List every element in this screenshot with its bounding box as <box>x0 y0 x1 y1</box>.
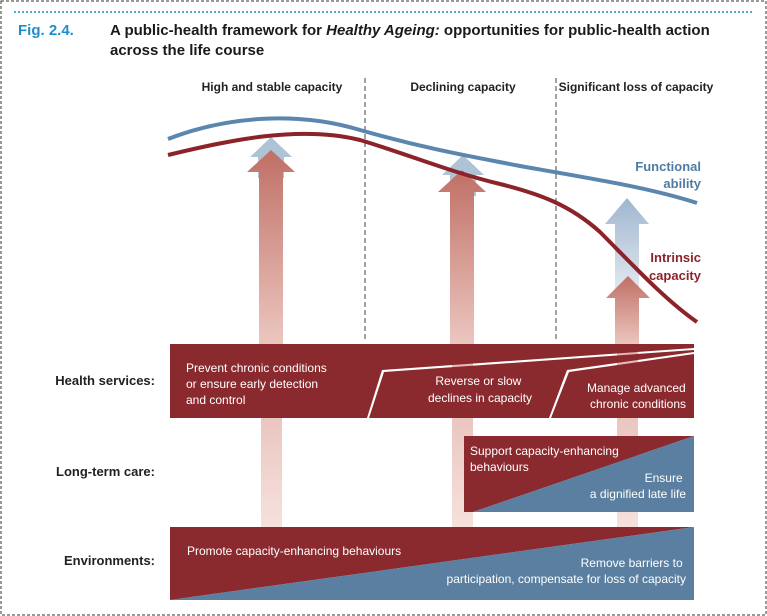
long-term-care-support-text: Support capacity-enhancing behaviours <box>470 444 622 474</box>
environments-band <box>170 527 694 600</box>
intrinsic-capacity-label-2: capacity <box>649 268 702 283</box>
arrow-2-intrinsic <box>438 170 486 345</box>
row-label-health-services: Health services: <box>55 373 155 388</box>
long-term-care-ensure-text: Ensure a dignified late life <box>590 471 686 501</box>
health-services-manage-text: Manage advanced chronic conditions <box>587 381 689 411</box>
long-term-care-ensure <box>473 436 694 512</box>
phase-label-high: High and stable capacity <box>202 80 343 94</box>
functional-ability-label-2: ability <box>663 176 701 191</box>
arrow-3-intrinsic <box>606 276 650 345</box>
row-label-environments: Environments: <box>64 553 155 568</box>
functional-ability-label-1: Functional <box>635 159 701 174</box>
row-label-long-term-care: Long-term care: <box>56 464 155 479</box>
environments-promote-text: Promote capacity-enhancing behaviours <box>187 544 401 558</box>
intrinsic-capacity-curve <box>167 131 699 324</box>
figure-title-line1: A public-health framework for Healthy Ag… <box>110 22 710 39</box>
health-services-prevent <box>170 344 694 418</box>
health-services-manage <box>551 354 694 418</box>
health-services-band <box>170 344 694 418</box>
figure-number: Fig. 2.4. <box>18 22 74 39</box>
health-services-prevent-text: Prevent chronic conditions or ensure ear… <box>186 361 330 407</box>
phase-label-declining: Declining capacity <box>410 80 516 94</box>
environments-remove-text: Remove barriers to participation, compen… <box>447 556 686 586</box>
phase-label-significant: Significant loss of capacity <box>559 80 714 94</box>
long-term-care-support <box>464 436 694 512</box>
intrinsic-capacity-label-1: Intrinsic <box>650 250 701 265</box>
arrow-1-intrinsic <box>247 150 295 345</box>
arrow-3-functional <box>605 198 649 290</box>
health-services-reverse-text: Reverse or slow declines in capacity <box>428 374 532 405</box>
long-term-care-band <box>464 436 694 512</box>
figure-title-line2: across the life course <box>110 42 264 59</box>
environments-remove <box>170 527 694 600</box>
health-services-reverse <box>369 350 694 418</box>
functional-ability-curve <box>167 116 698 205</box>
